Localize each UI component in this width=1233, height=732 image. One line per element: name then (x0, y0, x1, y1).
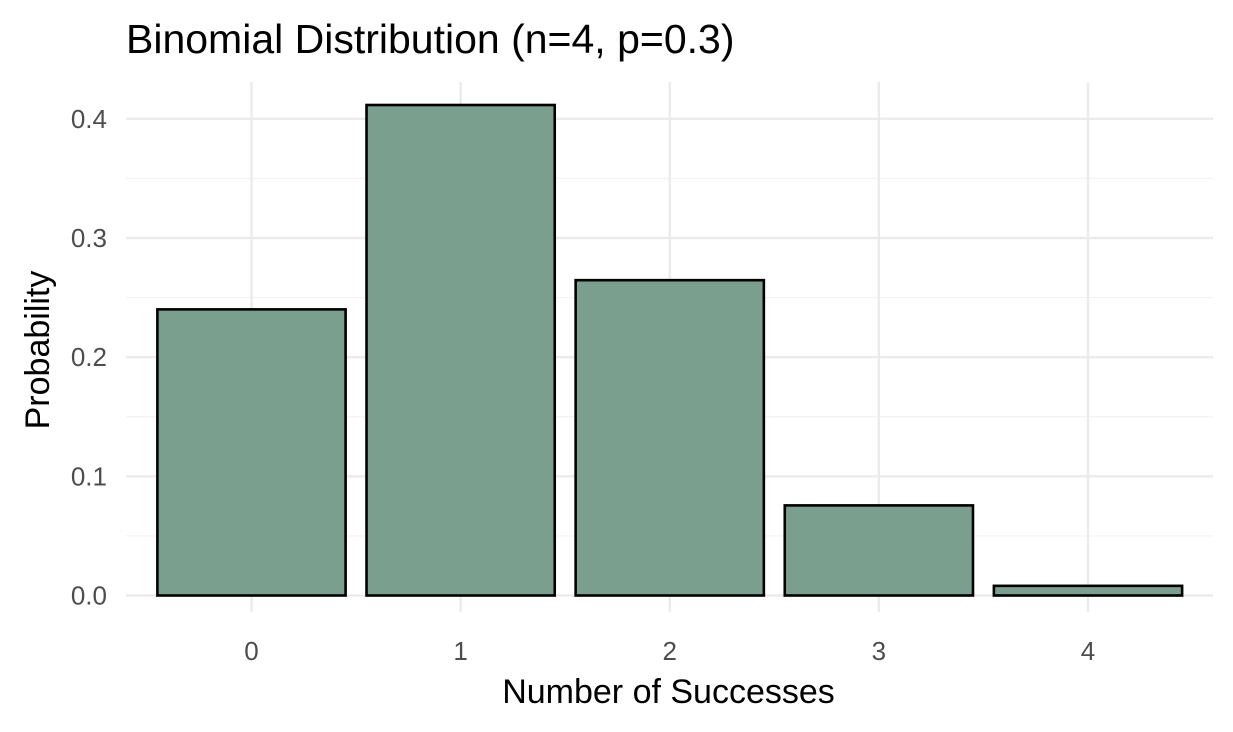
bar-2 (574, 278, 766, 597)
x-axis-ticks: 0 1 2 3 4 (244, 636, 1095, 666)
x-tick-label: 2 (663, 636, 677, 666)
x-axis-title: Number of Successes (502, 673, 835, 711)
y-tick-label: 0.4 (71, 104, 107, 134)
bar-4 (992, 584, 1184, 597)
bar-0 (156, 308, 347, 597)
y-axis-ticks: 0.0 0.1 0.2 0.3 0.4 (71, 104, 107, 611)
bar-1 (365, 103, 557, 597)
chart-title: Binomial Distribution (n=4, p=0.3) (126, 16, 734, 62)
x-tick-label: 4 (1081, 636, 1095, 666)
y-tick-label: 0.0 (71, 581, 107, 611)
bars (156, 103, 1184, 597)
x-tick-label: 1 (453, 636, 467, 666)
y-axis-title: Probability (19, 271, 57, 430)
x-tick-label: 3 (872, 636, 886, 666)
x-tick-label: 0 (244, 636, 258, 666)
bar-3 (783, 504, 975, 597)
y-tick-label: 0.1 (71, 461, 107, 491)
y-tick-label: 0.3 (71, 223, 107, 253)
y-tick-label: 0.2 (71, 342, 107, 372)
